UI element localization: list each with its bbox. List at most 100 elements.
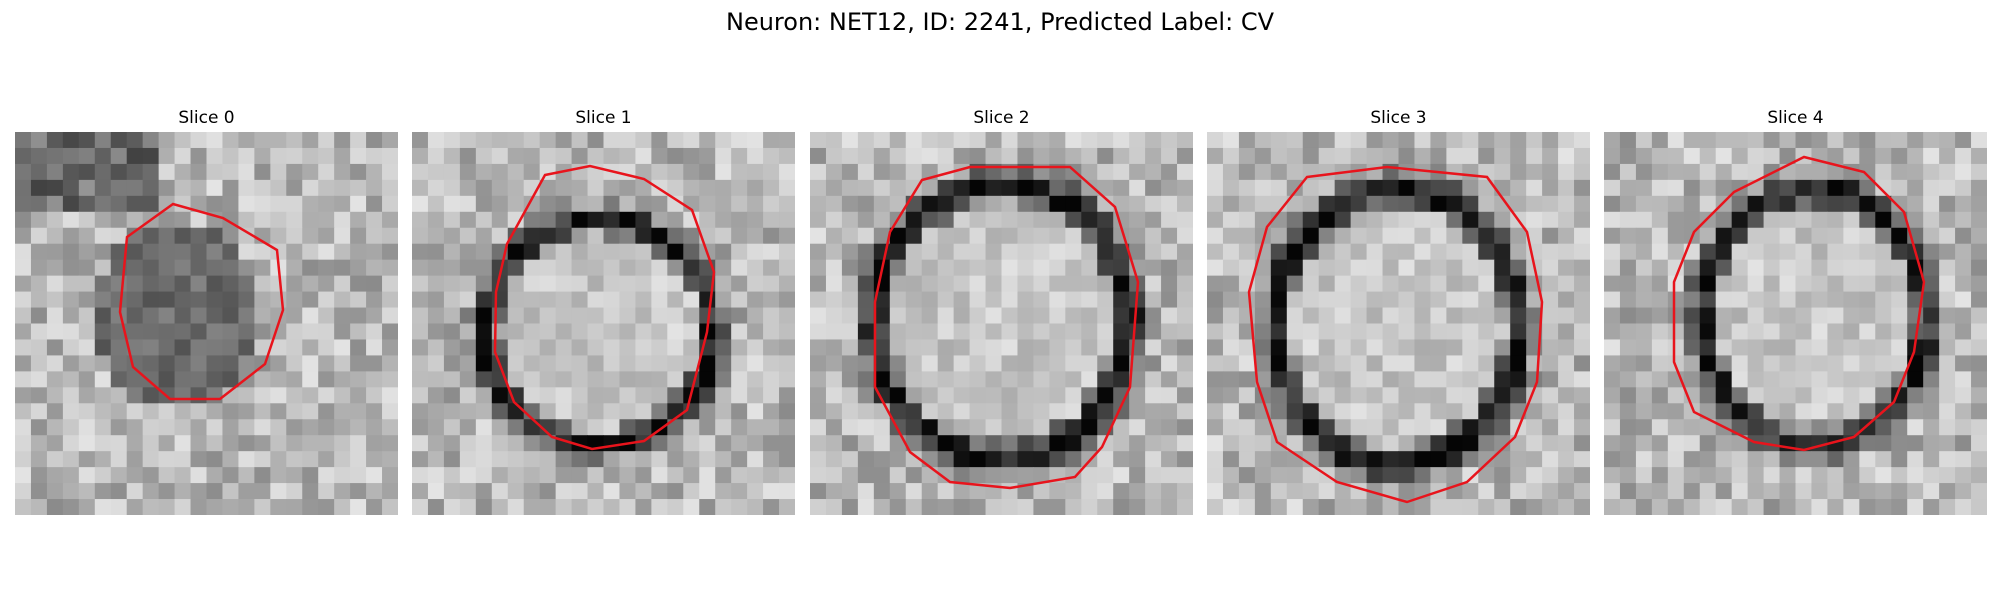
image-pixel xyxy=(1635,291,1653,309)
image-pixel xyxy=(412,211,429,229)
image-pixel xyxy=(1747,499,1765,515)
image-pixel xyxy=(46,179,64,197)
image-pixel xyxy=(366,467,383,484)
image-pixel xyxy=(1699,467,1717,484)
image-pixel xyxy=(1318,323,1336,340)
image-pixel xyxy=(412,387,429,404)
image-pixel xyxy=(1177,467,1193,484)
image-pixel xyxy=(1923,195,1940,213)
image-pixel xyxy=(1859,211,1876,229)
image-pixel xyxy=(1222,483,1240,500)
image-pixel xyxy=(1955,179,1972,197)
image-pixel xyxy=(1161,163,1178,181)
image-pixel xyxy=(1302,132,1320,149)
image-pixel xyxy=(1558,435,1575,452)
image-pixel xyxy=(1574,275,1590,293)
slice-title: Slice 3 xyxy=(1370,108,1427,128)
image-pixel xyxy=(779,467,795,484)
image-pixel xyxy=(1731,339,1749,356)
image-pixel xyxy=(1462,323,1479,340)
image-pixel xyxy=(1430,179,1447,197)
image-pixel xyxy=(427,451,445,468)
image-pixel xyxy=(667,275,684,293)
image-pixel xyxy=(62,132,80,149)
image-pixel xyxy=(779,419,795,436)
image-pixel xyxy=(1843,451,1860,468)
image-pixel xyxy=(46,387,64,404)
image-pixel xyxy=(1446,323,1463,340)
image-pixel xyxy=(286,259,303,277)
image-pixel xyxy=(1414,132,1431,149)
image-pixel xyxy=(1875,259,1892,277)
image-pixel xyxy=(46,275,64,293)
image-pixel xyxy=(1747,419,1765,436)
image-pixel xyxy=(651,339,668,356)
image-pixel xyxy=(747,355,764,372)
image-pixel xyxy=(366,323,383,340)
image-pixel xyxy=(1177,387,1193,404)
image-pixel xyxy=(1001,419,1018,436)
image-pixel xyxy=(1049,403,1066,420)
image-pixel xyxy=(1398,435,1415,452)
image-pixel xyxy=(174,259,192,277)
image-pixel xyxy=(1891,147,1908,165)
image-pixel xyxy=(1494,307,1511,324)
image-pixel xyxy=(731,435,748,452)
image-pixel xyxy=(715,483,732,500)
image-pixel xyxy=(78,371,96,388)
image-pixel xyxy=(1446,371,1463,388)
image-pixel xyxy=(1510,147,1527,165)
image-pixel xyxy=(459,147,477,165)
image-pixel xyxy=(15,147,32,165)
image-pixel xyxy=(969,227,987,245)
image-pixel xyxy=(969,387,987,404)
image-pixel xyxy=(667,419,684,436)
image-pixel xyxy=(1017,227,1034,245)
image-pixel xyxy=(763,275,780,293)
image-pixel xyxy=(571,355,589,372)
image-pixel xyxy=(1081,179,1098,197)
image-pixel xyxy=(1113,132,1130,149)
image-pixel xyxy=(190,211,207,229)
image-pixel xyxy=(619,275,636,293)
image-pixel xyxy=(619,419,636,436)
image-pixel xyxy=(825,132,843,149)
image-pixel xyxy=(443,483,461,500)
image-pixel xyxy=(475,132,493,149)
image-pixel xyxy=(507,259,525,277)
image-pixel xyxy=(1017,195,1034,213)
image-pixel xyxy=(158,147,176,165)
image-pixel xyxy=(969,291,987,309)
image-pixel xyxy=(1113,259,1130,277)
image-pixel xyxy=(350,243,367,261)
image-pixel xyxy=(1939,419,1956,436)
image-pixel xyxy=(270,355,287,372)
image-pixel xyxy=(1604,147,1621,165)
image-pixel xyxy=(651,243,668,261)
image-pixel xyxy=(174,132,192,149)
image-pixel xyxy=(953,275,971,293)
image-pixel xyxy=(1699,419,1717,436)
image-pixel xyxy=(715,243,732,261)
image-pixel xyxy=(382,275,398,293)
image-pixel xyxy=(1049,132,1066,149)
image-pixel xyxy=(937,179,955,197)
slice-panel-1: Slice 1 xyxy=(412,108,795,516)
image-pixel xyxy=(1350,307,1368,324)
image-pixel xyxy=(334,467,351,484)
image-pixel xyxy=(1891,275,1908,293)
image-pixel xyxy=(366,419,383,436)
image-pixel xyxy=(1207,435,1224,452)
image-pixel xyxy=(747,339,764,356)
image-pixel xyxy=(1334,227,1352,245)
image-pixel xyxy=(953,403,971,420)
image-pixel xyxy=(953,339,971,356)
image-pixel xyxy=(1049,371,1066,388)
image-pixel xyxy=(1795,467,1812,484)
image-pixel xyxy=(1843,275,1860,293)
image-pixel xyxy=(747,291,764,309)
image-pixel xyxy=(1414,419,1431,436)
image-pixel xyxy=(15,179,32,197)
image-pixel xyxy=(699,307,716,324)
image-pixel xyxy=(555,451,573,468)
